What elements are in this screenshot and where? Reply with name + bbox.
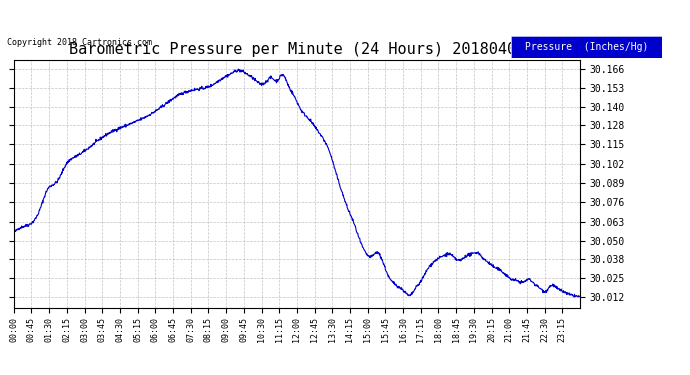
Text: Pressure  (Inches/Hg): Pressure (Inches/Hg): [525, 42, 648, 52]
Title: Barometric Pressure per Minute (24 Hours) 20180401: Barometric Pressure per Minute (24 Hours…: [68, 42, 525, 57]
Text: Copyright 2018 Cartronics.com: Copyright 2018 Cartronics.com: [7, 38, 152, 47]
